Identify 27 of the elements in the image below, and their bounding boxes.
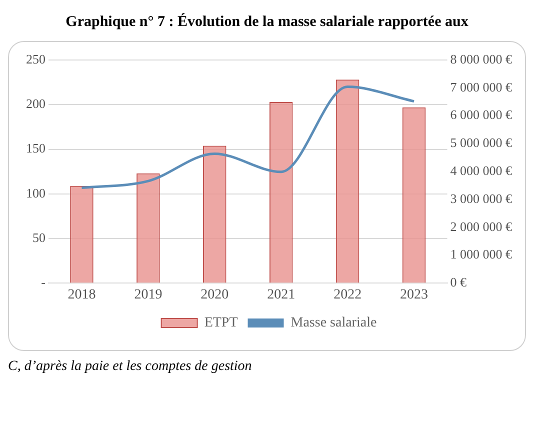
- y-tick-label: 150: [26, 140, 46, 156]
- x-tick-label: 2019: [134, 287, 162, 302]
- x-tick-label: 2022: [334, 287, 362, 302]
- y2-tick-label: 0 €: [450, 274, 467, 290]
- rounded-frame: ETPT Masse salariale 2018 2019 2020 2021 2022 2023 - 50 100 150 200 250 0 € 1 000 000 € 2 000 000 € 3 000 000 € 4 000 000 € 5 000 000 € 6 000 000 € 7 000 000 € 8 000 000 €: [8, 41, 526, 351]
- y2-tick-label: 8 000 000 €: [450, 51, 512, 66]
- text: C, d’après la paie et les comptes de gestion: [8, 359, 253, 375]
- legend-label: ETPT: [204, 316, 238, 331]
- x-tick-label: 2021: [267, 287, 296, 302]
- y-tick-label: 200: [26, 96, 46, 112]
- y2-tick-label: 6 000 000 €: [450, 107, 512, 122]
- y-tick-label: 50: [32, 230, 46, 245]
- x-tick-label: 2018: [68, 287, 96, 302]
- y-tick-label: 100: [26, 185, 46, 200]
- y2-tick-label: 4 000 000 €: [450, 163, 512, 178]
- y2-tick-label: 7 000 000 €: [450, 79, 512, 94]
- line-series: [80, 86, 416, 190]
- x-tick-label: 2020: [200, 287, 229, 302]
- y2-tick-label: 1 000 000 €: [450, 246, 512, 262]
- y2-tick-label: 2 000 000 €: [450, 218, 512, 234]
- y2-tick-label: 5 000 000 €: [450, 135, 512, 150]
- y-tick-label: -: [41, 274, 46, 290]
- y2-tick-label: 3 000 000 €: [450, 190, 512, 206]
- legend-label: Masse salariale: [290, 316, 377, 331]
- x-tick-label: 2023: [400, 287, 428, 302]
- y-tick-label: 250: [26, 51, 46, 66]
- chart-title: Graphique n° 7 : Évolution de la masse salariale rapportée aux: [64, 14, 470, 31]
